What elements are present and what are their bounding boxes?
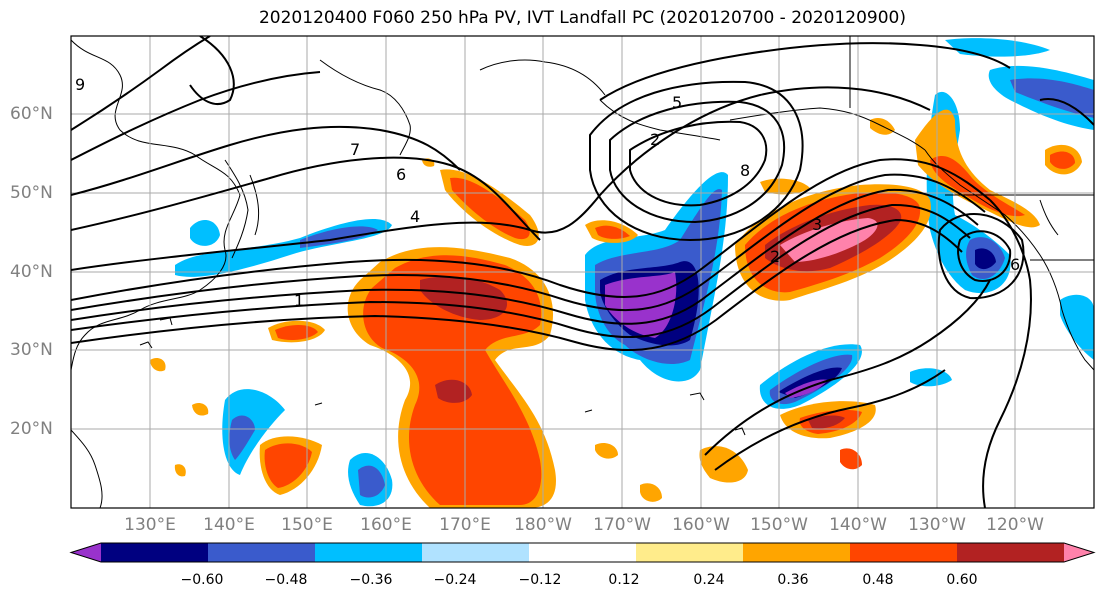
contour-label: 3	[812, 215, 822, 234]
colorbar-segments	[69, 542, 1096, 563]
lon-label: 130°W	[908, 515, 966, 535]
contour-label: 6	[396, 165, 406, 184]
pv-contours	[71, 36, 1094, 508]
contour-label: 6	[1010, 255, 1020, 274]
contour-label: 2	[650, 130, 660, 149]
colorbar-segment	[743, 543, 851, 562]
contour-label: 5	[672, 93, 682, 112]
contour-label: 7	[350, 140, 360, 159]
colorbar-segment	[315, 543, 423, 562]
colorbar-tick: −0.60	[180, 572, 224, 588]
contour-label: 4	[410, 207, 420, 226]
colorbar-segment	[71, 543, 101, 562]
lon-label: 140°E	[203, 515, 255, 535]
colorbar-segment	[850, 543, 958, 562]
lon-label: 150°W	[750, 515, 808, 535]
contour-label: 2	[770, 247, 780, 266]
colorbar-segment	[636, 543, 744, 562]
gridlines	[71, 36, 1094, 508]
lon-label: 170°E	[439, 515, 491, 535]
colorbar-tick: −0.24	[433, 572, 477, 588]
colorbar-segment	[957, 543, 1065, 562]
colorbar-tick: 0.24	[693, 572, 725, 588]
lat-label: 60°N	[10, 104, 53, 124]
lat-label: 50°N	[10, 183, 53, 203]
lat-label: 30°N	[10, 340, 53, 360]
lon-label: 120°W	[986, 515, 1044, 535]
colorbar-tick: 0.60	[946, 572, 978, 588]
colorbar-tick: −0.36	[349, 572, 393, 588]
colorbar-tick: 0.36	[777, 572, 809, 588]
lon-label: 170°W	[593, 515, 651, 535]
contour-label-group: 1 2 3 4 6 7 8 9 2 5 6	[75, 75, 1020, 310]
map-frame	[70, 35, 1095, 509]
lon-label: 140°W	[829, 515, 887, 535]
lon-label: 130°E	[124, 515, 176, 535]
land-features	[139, 317, 746, 436]
colorbar-outline	[69, 542, 1096, 563]
contour-label: 9	[75, 75, 85, 94]
contour-label: 8	[740, 161, 750, 180]
map-title: 2020120400 F060 250 hPa PV, IVT Landfall…	[258, 8, 906, 28]
lat-label: 20°N	[10, 419, 53, 439]
colorbar-tick: −0.48	[264, 572, 308, 588]
lon-label: 160°W	[672, 515, 730, 535]
coastlines	[71, 36, 1094, 508]
colorbar-tick: 0.12	[608, 572, 640, 588]
colorbar-segment	[208, 543, 316, 562]
colorbar-segment	[529, 543, 637, 562]
lon-label: 180°W	[514, 515, 572, 535]
colorbar-tick: 0.48	[862, 572, 894, 588]
lon-label: 160°E	[360, 515, 412, 535]
colorbar-tick: −0.12	[518, 572, 562, 588]
colorbar-segment	[1064, 543, 1094, 562]
contour-label: 1	[294, 291, 304, 310]
colorbar-segment	[101, 543, 209, 562]
lon-label: 150°E	[281, 515, 333, 535]
lat-label: 40°N	[10, 262, 53, 282]
colorbar-segment	[422, 543, 530, 562]
